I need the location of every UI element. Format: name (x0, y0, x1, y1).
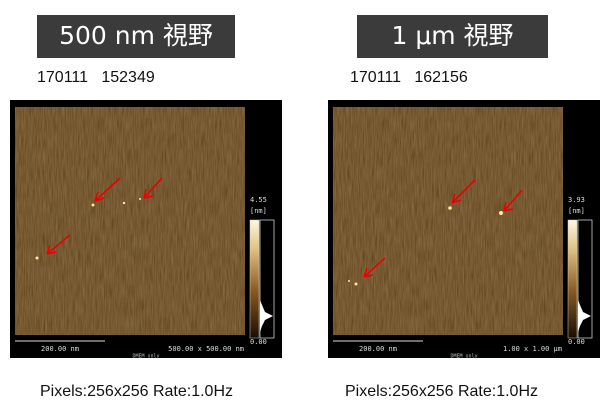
particle (448, 206, 452, 210)
colorbar-min: 0.00 (568, 338, 585, 346)
colorbar-min: 0.00 (250, 338, 267, 346)
colorbar-max: 3.93 (568, 196, 585, 204)
colorbar-unit: [nm] (250, 207, 267, 215)
particle (139, 198, 141, 200)
panel: 1 μm 視野 170111 162156 3.93 [nm] 0.00 200.00 n… (328, 15, 600, 400)
scan-id: 170111 162156 (350, 69, 468, 86)
scan-id: 170111 152349 (37, 69, 155, 86)
panels: 500 nm 視野 170111 152349 4.55 [nm] 0.00 200.00… (10, 15, 600, 400)
particle (36, 257, 39, 260)
footer: Pixels:256x256 Rate:1.0Hz (345, 383, 538, 400)
colorbar (250, 220, 259, 338)
footer: Pixels:256x256 Rate:1.0Hz (40, 383, 233, 400)
scan-size: 500.00 x 500.00 nm (168, 345, 244, 353)
particle (355, 283, 358, 286)
colorbar (568, 220, 577, 338)
scale-bar-label: 200.00 nm (41, 345, 79, 353)
figure: 500 nm 視野 170111 152349 4.55 [nm] 0.00 200.00… (0, 0, 609, 403)
particle (123, 202, 125, 204)
colorbar-unit: [nm] (568, 207, 585, 215)
colorbar-max: 4.55 (250, 196, 267, 204)
afm-image (333, 107, 563, 335)
panel: 500 nm 視野 170111 152349 4.55 [nm] 0.00 200.00… (10, 15, 282, 400)
particle (348, 280, 350, 282)
note: DMEM only (450, 354, 477, 360)
scale-bar-label: 200.00 nm (359, 345, 397, 353)
panel-title: 1 μm 視野 (391, 21, 513, 50)
scan-size: 1.00 x 1.00 µm (503, 345, 562, 353)
afm-image (15, 107, 245, 335)
panel-title: 500 nm 視野 (59, 21, 213, 50)
note: DMEM only (132, 354, 159, 360)
particle (499, 211, 503, 215)
particle (92, 204, 95, 207)
